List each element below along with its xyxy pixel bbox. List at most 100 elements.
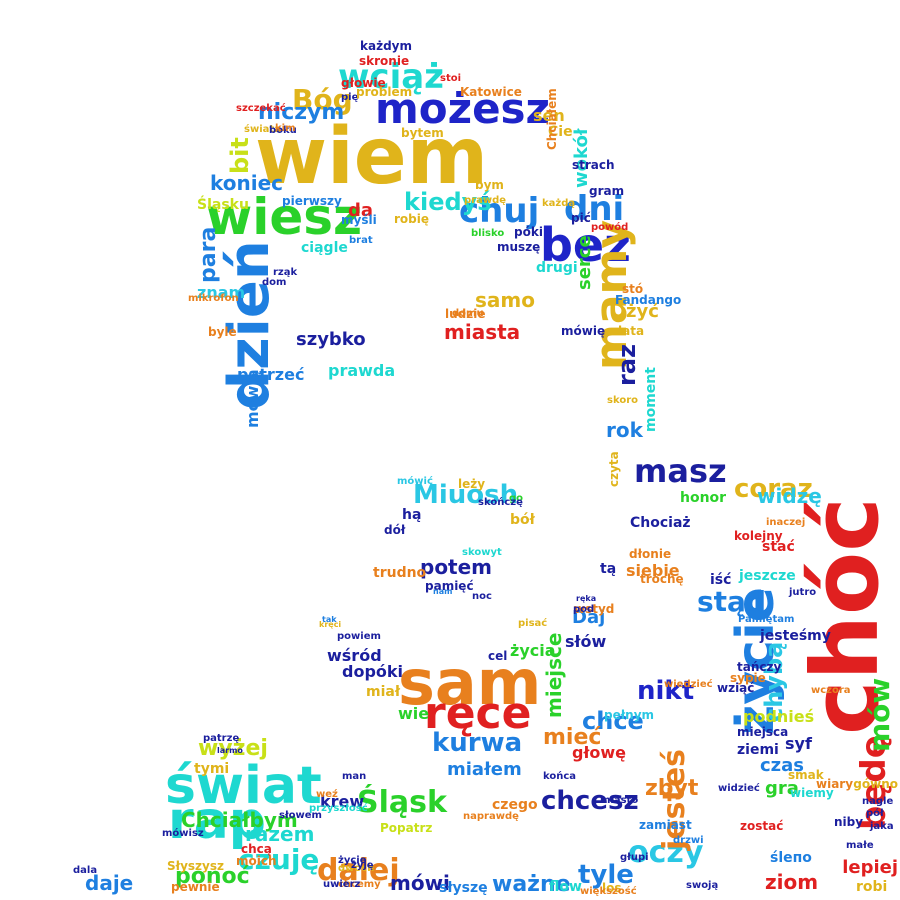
word-cloud-word: świat xyxy=(165,756,322,816)
word-cloud-word: man xyxy=(342,771,367,782)
word-cloud-word: byle xyxy=(208,325,237,339)
word-cloud-word: czas xyxy=(760,755,805,776)
word-cloud-word: gram xyxy=(589,184,625,198)
word-cloud-word: wciąż xyxy=(338,57,444,97)
word-cloud-word: końca xyxy=(543,771,577,782)
word-cloud-word: razem xyxy=(245,822,315,846)
word-cloud-word: dłonie xyxy=(629,547,672,561)
word-cloud-word: wczora xyxy=(811,685,851,696)
word-cloud-word: wiemy xyxy=(790,786,834,800)
word-cloud-word: miał xyxy=(366,684,401,700)
word-cloud-word: tańczy xyxy=(737,660,782,674)
word-cloud-word: widzę xyxy=(757,484,822,508)
word-cloud-word: smak xyxy=(788,768,824,782)
word-cloud-word: sam xyxy=(398,646,542,719)
word-cloud-word: Chciałem xyxy=(545,88,559,150)
word-cloud-word: Cie xyxy=(548,124,573,140)
word-cloud-word: sen xyxy=(533,106,565,125)
word-cloud-word: niczym xyxy=(258,100,345,125)
word-cloud-word: kiedyś xyxy=(404,188,492,216)
word-cloud-word: Fandango xyxy=(615,293,682,307)
word-cloud-word: noc xyxy=(472,591,492,602)
word-cloud-word: moich xyxy=(236,854,277,868)
word-cloud-word: bez xyxy=(540,218,631,272)
word-cloud-word: bytem xyxy=(401,126,444,140)
word-cloud-word: go xyxy=(509,493,524,504)
word-cloud-word: rap xyxy=(168,791,266,851)
word-cloud-word: żyć xyxy=(626,301,659,322)
word-cloud-word: wyżej xyxy=(198,736,268,761)
word-cloud-word: prawda xyxy=(328,361,396,380)
word-cloud-word: widzieć xyxy=(718,783,760,794)
word-cloud-word: mówi xyxy=(390,871,450,895)
word-cloud-word: rok xyxy=(606,418,643,442)
word-cloud-word: zbyt xyxy=(645,776,699,801)
word-cloud-word: trudno xyxy=(373,565,427,581)
word-cloud-word: dni xyxy=(564,189,625,229)
word-cloud-word: skończę xyxy=(478,497,523,508)
word-cloud-word: patrzę xyxy=(203,733,240,744)
word-cloud-word: daje xyxy=(85,871,134,895)
word-cloud-word: cel xyxy=(488,649,508,663)
word-cloud-word: strach xyxy=(572,158,615,172)
word-cloud-word: oczy xyxy=(628,835,704,870)
word-cloud-word: siebie xyxy=(626,561,680,580)
word-cloud-word: bół xyxy=(510,512,535,528)
word-cloud-word: jesteśmy xyxy=(760,628,831,644)
word-cloud-word: problem xyxy=(356,85,413,99)
word-cloud-word: nam xyxy=(433,587,453,596)
word-cloud-word: raz xyxy=(613,344,641,386)
word-cloud-word: tak xyxy=(322,615,337,624)
word-cloud-word: skowyt xyxy=(462,547,502,558)
word-cloud-word: syf xyxy=(785,734,812,753)
word-cloud-word: miejsca xyxy=(737,725,789,739)
word-cloud-word: nagle xyxy=(862,796,894,807)
word-cloud-word: pić xyxy=(571,211,591,225)
word-cloud-word: głupi xyxy=(620,852,649,863)
word-cloud-word: robię xyxy=(394,212,430,226)
word-cloud-word: tyle xyxy=(578,860,634,890)
word-cloud-word: każdym xyxy=(360,39,412,53)
word-cloud-word: kurwa xyxy=(432,728,523,758)
word-cloud-word: podnieś xyxy=(743,707,815,726)
word-cloud-word: znam xyxy=(197,283,246,302)
word-cloud-word: chuj xyxy=(459,191,540,231)
word-cloud-word: lata xyxy=(618,324,645,338)
word-cloud-word: tą xyxy=(600,561,617,577)
word-cloud-word: los xyxy=(602,881,622,895)
word-cloud-word: serce xyxy=(574,235,595,290)
word-cloud-word: śleпо xyxy=(770,850,812,866)
word-cloud-word: pisać xyxy=(518,618,548,629)
word-cloud-word: gra xyxy=(765,778,799,799)
word-cloud-word: trochę xyxy=(640,572,684,586)
word-cloud-word: leży xyxy=(458,477,486,491)
word-cloud-word: życie xyxy=(338,855,367,866)
word-cloud-word: koniec xyxy=(210,171,284,195)
word-cloud-word: uwierz xyxy=(323,879,361,890)
word-cloud-word: Bóg xyxy=(292,83,353,116)
word-cloud-word: stoi xyxy=(440,73,462,84)
word-cloud-word: miasta xyxy=(444,320,521,344)
word-cloud-word: sypie xyxy=(730,671,766,685)
word-cloud-word: Pamiętam xyxy=(738,614,795,625)
word-cloud-word: wiedzieć xyxy=(664,679,713,690)
word-cloud-word: jeszcze xyxy=(739,568,796,584)
word-cloud-word: mieć xyxy=(543,725,602,750)
word-cloud-word: larmo xyxy=(217,746,243,755)
word-cloud-word: możesz xyxy=(375,84,550,133)
word-cloud-word: jaka xyxy=(870,821,894,832)
word-cloud-word: rząk xyxy=(273,267,298,278)
word-cloud-word: bit xyxy=(226,137,254,174)
word-cloud-word: chcą xyxy=(241,842,272,856)
word-cloud-word: pierwszy xyxy=(282,194,342,208)
word-cloud-word: Daj xyxy=(572,607,606,628)
word-cloud-word: wziąć xyxy=(717,681,755,695)
word-cloud-word: póki xyxy=(514,225,543,239)
word-cloud-word: kolejny xyxy=(734,529,783,543)
word-cloud-word: wiem xyxy=(255,112,488,202)
word-cloud-word: muszę xyxy=(497,240,541,254)
word-cloud-word: masz xyxy=(634,452,727,490)
word-cloud-word: słów xyxy=(565,632,607,651)
word-cloud-word: żyję xyxy=(351,860,374,871)
